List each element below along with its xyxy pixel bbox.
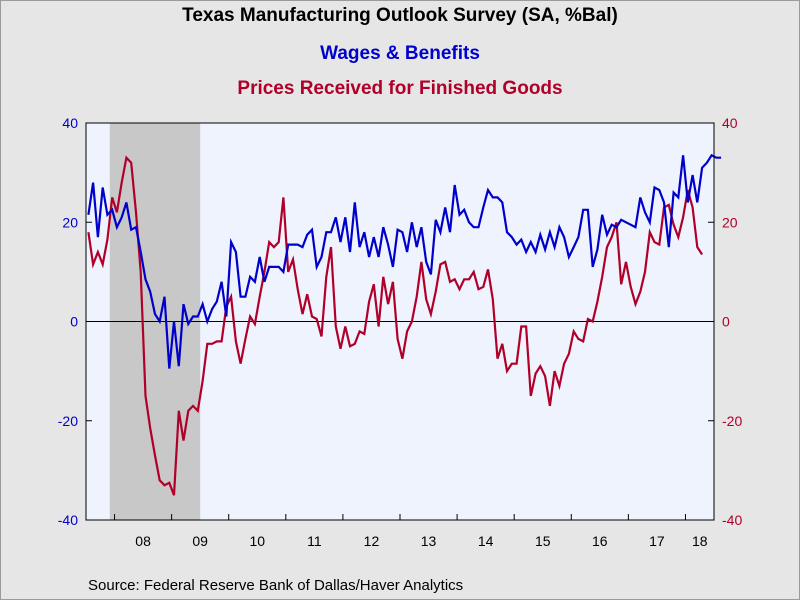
x-tick-label: 18 <box>692 533 708 549</box>
y-right-tick-label: -20 <box>722 413 742 429</box>
x-tick-label: 12 <box>364 533 380 549</box>
x-tick-label: 16 <box>592 533 608 549</box>
y-right-tick-label: 40 <box>722 115 738 131</box>
legend-prices-received: Prices Received for Finished Goods <box>237 78 563 99</box>
series-line-wages-benefits <box>87 153 722 369</box>
x-tick-label: 15 <box>535 533 551 549</box>
legend-wages-benefits: Wages & Benefits <box>320 43 480 64</box>
y-left-tick-label: 0 <box>70 314 78 330</box>
y-right-tick-label: -40 <box>722 512 742 528</box>
x-tick-label: 17 <box>649 533 665 549</box>
y-left-tick-label: 20 <box>62 214 78 230</box>
x-tick-label: 10 <box>249 533 265 549</box>
x-tick-label: 09 <box>192 533 208 549</box>
series-line-prices-received <box>87 155 704 496</box>
y-left-tick-label: -20 <box>58 413 78 429</box>
y-right-tick-label: 20 <box>722 214 738 230</box>
chart-title: Texas Manufacturing Outlook Survey (SA, … <box>182 5 618 26</box>
x-tick-label: 08 <box>135 533 151 549</box>
y-left-tick-label: -40 <box>58 512 78 528</box>
x-tick-label: 11 <box>307 533 322 549</box>
source-note: Source: Federal Reserve Bank of Dallas/H… <box>88 577 464 594</box>
y-right-tick-label: 0 <box>722 314 730 330</box>
x-tick-label: 14 <box>478 533 494 549</box>
y-left-tick-label: 40 <box>62 115 78 131</box>
x-tick-label: 13 <box>421 533 437 549</box>
plot-border <box>85 122 715 521</box>
